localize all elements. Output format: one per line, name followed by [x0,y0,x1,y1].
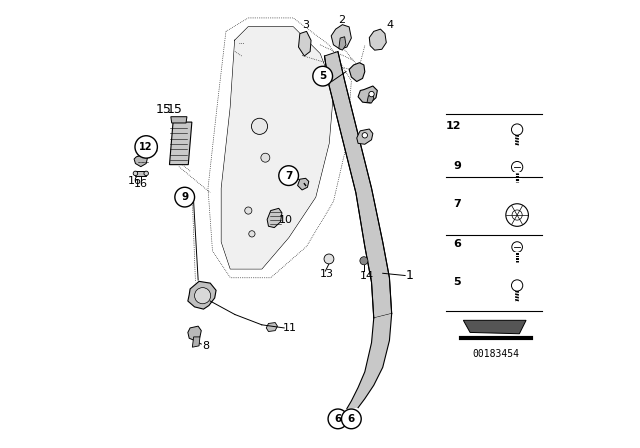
Polygon shape [192,337,200,347]
Text: 11: 11 [284,323,297,333]
Polygon shape [298,178,309,190]
Polygon shape [266,323,278,332]
Polygon shape [358,86,378,103]
Text: 7: 7 [285,171,292,181]
Circle shape [512,210,522,220]
Circle shape [175,187,195,207]
Text: 8: 8 [203,341,210,351]
Text: 12: 12 [445,121,461,131]
Text: 2: 2 [338,15,345,25]
Circle shape [261,153,270,162]
Circle shape [324,254,334,264]
Polygon shape [339,37,346,50]
Polygon shape [134,155,148,167]
Text: 5: 5 [454,277,461,287]
Polygon shape [298,31,311,56]
Text: 15: 15 [156,103,171,116]
Text: 9: 9 [181,192,188,202]
Circle shape [195,288,211,304]
Circle shape [144,171,148,176]
Text: 6: 6 [453,239,461,249]
Text: 12: 12 [140,142,153,152]
Polygon shape [356,129,373,144]
Text: 1: 1 [406,269,414,282]
Circle shape [328,409,348,429]
Polygon shape [349,63,365,82]
Polygon shape [188,281,216,309]
Circle shape [133,171,138,176]
Polygon shape [324,52,392,318]
Text: 7: 7 [453,199,461,209]
Polygon shape [347,314,392,409]
Text: 10: 10 [279,215,292,224]
Text: 4: 4 [387,20,394,30]
Polygon shape [332,25,351,49]
Text: 14: 14 [360,271,374,280]
Circle shape [512,242,522,252]
Text: 6: 6 [334,414,342,424]
Text: 15: 15 [166,103,182,116]
Circle shape [252,118,268,134]
Polygon shape [369,29,387,50]
Polygon shape [267,208,282,228]
Text: 3: 3 [302,20,309,30]
Text: 16: 16 [134,179,148,189]
Polygon shape [188,326,202,340]
Circle shape [369,91,374,97]
Circle shape [313,66,333,86]
Polygon shape [136,171,146,176]
Circle shape [511,161,523,173]
Polygon shape [170,122,192,165]
Circle shape [511,124,523,135]
Polygon shape [463,320,526,334]
Circle shape [511,280,523,291]
Circle shape [244,207,252,214]
Polygon shape [171,116,187,123]
Text: 16: 16 [127,177,141,186]
Circle shape [506,204,529,226]
Text: 6: 6 [348,414,355,424]
Polygon shape [221,27,333,269]
Circle shape [249,231,255,237]
Circle shape [279,166,298,185]
Circle shape [360,257,368,265]
Text: 5: 5 [319,71,326,81]
Text: 00183454: 00183454 [472,349,520,359]
Polygon shape [367,94,374,103]
Text: 9: 9 [453,161,461,171]
Circle shape [135,136,157,158]
Circle shape [362,133,367,138]
Circle shape [342,409,361,429]
Text: 13: 13 [320,269,334,279]
